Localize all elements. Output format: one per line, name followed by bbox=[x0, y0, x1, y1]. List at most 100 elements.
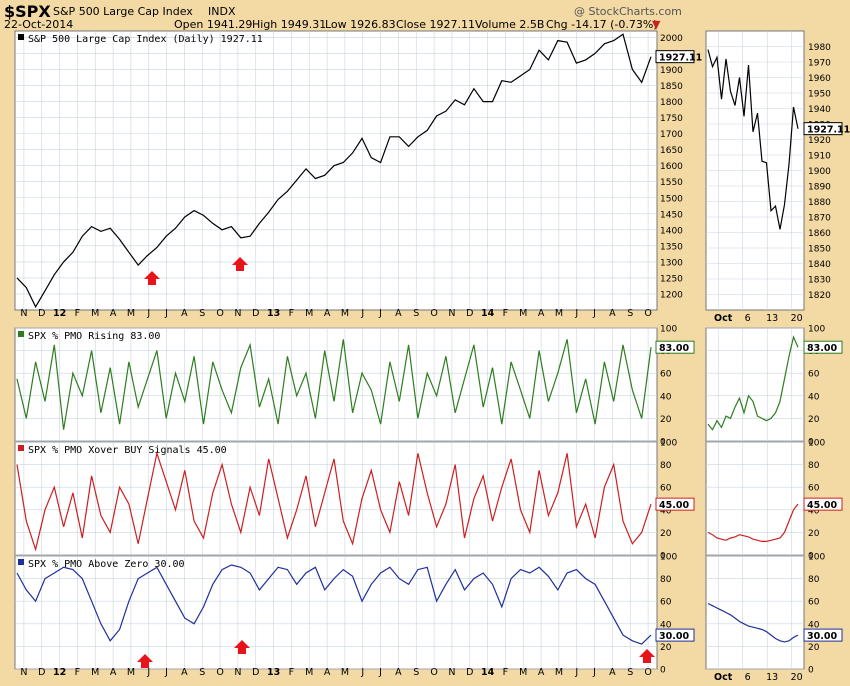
zoom-y-tick-label: 0 bbox=[808, 438, 814, 448]
x-tick-label: J bbox=[360, 667, 364, 678]
main-series-line-1 bbox=[16, 339, 652, 430]
main-last-value-text: 45.00 bbox=[659, 500, 689, 511]
main-y-tick-label: 1450 bbox=[660, 210, 683, 220]
main-series-line-3 bbox=[16, 564, 652, 645]
x-tick-label: A bbox=[538, 667, 545, 678]
x-tick-label: 13 bbox=[267, 667, 280, 678]
x-tick-label: J bbox=[146, 667, 150, 678]
x-tick-label: D bbox=[252, 667, 259, 678]
panel-title: SPX % PMO Above Zero 30.00 bbox=[28, 559, 185, 570]
x-tick-label: O bbox=[644, 308, 651, 319]
x-tick-label: F bbox=[503, 667, 508, 678]
zoom-last-value-label: 83.00 bbox=[803, 340, 843, 354]
x-tick-label: F bbox=[75, 308, 80, 319]
x-tick-label: M bbox=[555, 667, 563, 678]
zoom-y-tick-label: 1870 bbox=[808, 214, 831, 224]
x-tick-label: A bbox=[395, 667, 402, 678]
main-y-tick-label: 0 bbox=[660, 552, 666, 562]
x-tick-label: A bbox=[395, 308, 402, 319]
main-y-tick-label: 1850 bbox=[660, 82, 683, 92]
x-tick-label: N bbox=[20, 308, 27, 319]
symbol: $SPX bbox=[4, 2, 51, 21]
open-value: Open 1941.29 bbox=[174, 18, 253, 31]
up-arrow-icon bbox=[144, 271, 160, 285]
main-last-value-box bbox=[655, 497, 695, 511]
x-tick-label: D bbox=[466, 667, 473, 678]
x-tick-label: M bbox=[305, 667, 313, 678]
zoom-series-line-2 bbox=[707, 503, 799, 543]
zoom-last-value-text: 83.00 bbox=[807, 343, 837, 354]
zoom-y-tick-label: 100 bbox=[808, 439, 825, 449]
zoom-last-value-label: 30.00 bbox=[803, 628, 843, 642]
panel-title-swatch bbox=[18, 331, 24, 337]
x-tick-label: S bbox=[627, 308, 633, 319]
main-y-tick-label: 2000 bbox=[660, 34, 683, 44]
main-last-value-text: 83.00 bbox=[659, 343, 689, 354]
panel-title-swatch bbox=[18, 34, 24, 40]
zoom-y-tick-label: 1970 bbox=[808, 59, 831, 69]
x-tick-label: J bbox=[378, 308, 382, 319]
up-arrow-icon bbox=[234, 640, 250, 654]
zoom-x-tick-label: 13 bbox=[766, 313, 778, 324]
index-name: S&P 500 Large Cap Index bbox=[53, 5, 193, 18]
zoom-y-tick-label: 1980 bbox=[808, 43, 831, 53]
zoom-last-value-text: 30.00 bbox=[807, 631, 837, 642]
x-tick-label: A bbox=[324, 308, 331, 319]
main-y-tick-label: 60 bbox=[660, 484, 672, 494]
zoom-y-tick-label: 40 bbox=[808, 506, 820, 516]
zoom-y-tick-label: 100 bbox=[808, 553, 825, 563]
panel-title: S&P 500 Large Cap Index (Daily) 1927.11 bbox=[28, 34, 263, 45]
volume-value: Volume 2.5B bbox=[475, 18, 545, 31]
zoom-y-tick-label: 60 bbox=[808, 484, 820, 494]
x-tick-label: S bbox=[627, 667, 633, 678]
zoom-last-value-box bbox=[803, 122, 843, 136]
main-y-tick-label: 1250 bbox=[660, 274, 683, 284]
zoom-y-tick-label: 40 bbox=[808, 392, 820, 402]
zoom-y-tick-label: 1880 bbox=[808, 198, 831, 208]
zoom-series-line-0 bbox=[707, 49, 799, 230]
x-tick-label: M bbox=[519, 308, 527, 319]
change-value: Chg -14.17 (-0.73%) bbox=[546, 18, 658, 31]
main-y-tick-label: 20 bbox=[660, 529, 672, 539]
x-tick-label: M bbox=[127, 667, 135, 678]
main-series-line-2 bbox=[16, 450, 652, 552]
main-y-tick-label: 1700 bbox=[660, 130, 683, 140]
main-y-tick-label: 1350 bbox=[660, 242, 683, 252]
x-tick-label: M bbox=[305, 308, 313, 319]
x-tick-label: M bbox=[555, 308, 563, 319]
zoom-y-tick-label: 1940 bbox=[808, 105, 831, 115]
main-panel-bg-3 bbox=[14, 555, 658, 670]
zoom-y-tick-label: 1820 bbox=[808, 291, 831, 301]
x-tick-label: A bbox=[609, 308, 616, 319]
x-tick-label: M bbox=[519, 667, 527, 678]
zoom-y-tick-label: 1910 bbox=[808, 152, 831, 162]
main-last-value-label: 45.00 bbox=[655, 497, 695, 511]
x-tick-label: N bbox=[448, 308, 455, 319]
main-y-tick-label: 1750 bbox=[660, 114, 683, 124]
main-last-value-text: 1927.11 bbox=[659, 53, 702, 64]
x-tick-label: O bbox=[430, 667, 437, 678]
low-value: Low 1926.83 bbox=[325, 18, 396, 31]
main-last-value-box bbox=[655, 628, 695, 642]
main-y-tick-label: 0 bbox=[660, 666, 666, 676]
main-last-value-box bbox=[655, 50, 695, 64]
main-last-value-text: 30.00 bbox=[659, 631, 689, 642]
main-panel-bg-0 bbox=[14, 30, 658, 311]
x-tick-label: F bbox=[289, 308, 294, 319]
up-arrow-icon bbox=[639, 649, 655, 663]
main-last-value-label: 1927.11 bbox=[655, 50, 702, 64]
x-tick-label: J bbox=[574, 667, 578, 678]
main-y-tick-label: 40 bbox=[660, 506, 672, 516]
x-tick-label: A bbox=[181, 308, 188, 319]
zoom-y-tick-label: 80 bbox=[808, 575, 820, 585]
main-y-tick-label: 40 bbox=[660, 392, 672, 402]
zoom-series-line-1 bbox=[707, 335, 799, 431]
x-tick-label: S bbox=[413, 667, 419, 678]
zoom-last-value-label: 1927.11 bbox=[803, 122, 850, 136]
main-panel-bg-2 bbox=[14, 441, 658, 556]
main-last-value-label: 30.00 bbox=[655, 628, 695, 642]
main-last-value-box bbox=[655, 340, 695, 354]
x-tick-label: N bbox=[234, 667, 241, 678]
x-tick-label: J bbox=[592, 308, 596, 319]
